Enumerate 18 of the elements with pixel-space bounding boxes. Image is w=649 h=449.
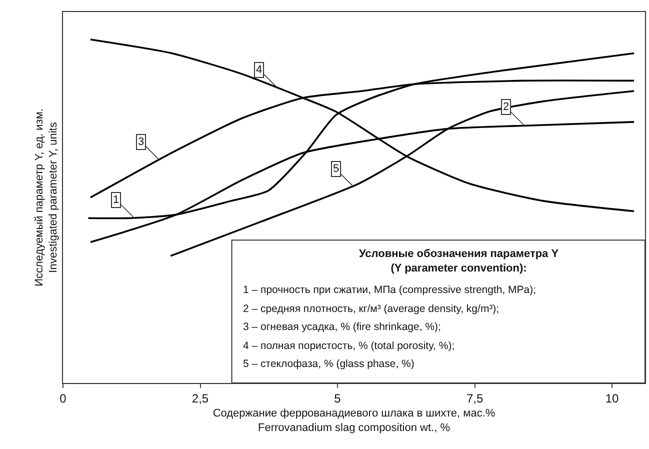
annotation: 3 – огневая усадка, % (fire shrinkage, %); [243,321,441,333]
annotation: 1 [113,194,120,206]
x-tick-label: 10 [605,391,620,406]
annotation: 2 [503,101,510,113]
x-tick-label: 2,5 [192,391,209,406]
annotation: 3 [138,136,144,148]
annotation: Условные обозначения параметра Y (Y parameter convention): [359,248,560,274]
annotation: 2 – средняя плотность, кг/м³ (average density, kg/m³); [243,303,500,315]
x-axis-title: Содержание феррованадиевого шлака в шихте, мас.% Ferrovanadium slag composition wt., % [212,408,496,434]
annotation: 5 – стеклофаза, % (glass phase, %) [243,358,414,370]
annotation: 1 – прочность при сжатии, МПа (compressive strength, MPa); [243,284,536,296]
x-tick-label: 5 [334,391,342,406]
y-axis-title: Исследуемый параметр Y, ед. изм. Investigated parameter Y, units [33,108,60,286]
x-tick-label: 0 [60,391,67,406]
annotation: 4 [256,64,262,76]
annotation: 5 [333,163,340,175]
annotation: 4 – полная пористость, % (total porosity, %); [243,340,455,352]
x-tick-label: 7,5 [466,391,484,406]
